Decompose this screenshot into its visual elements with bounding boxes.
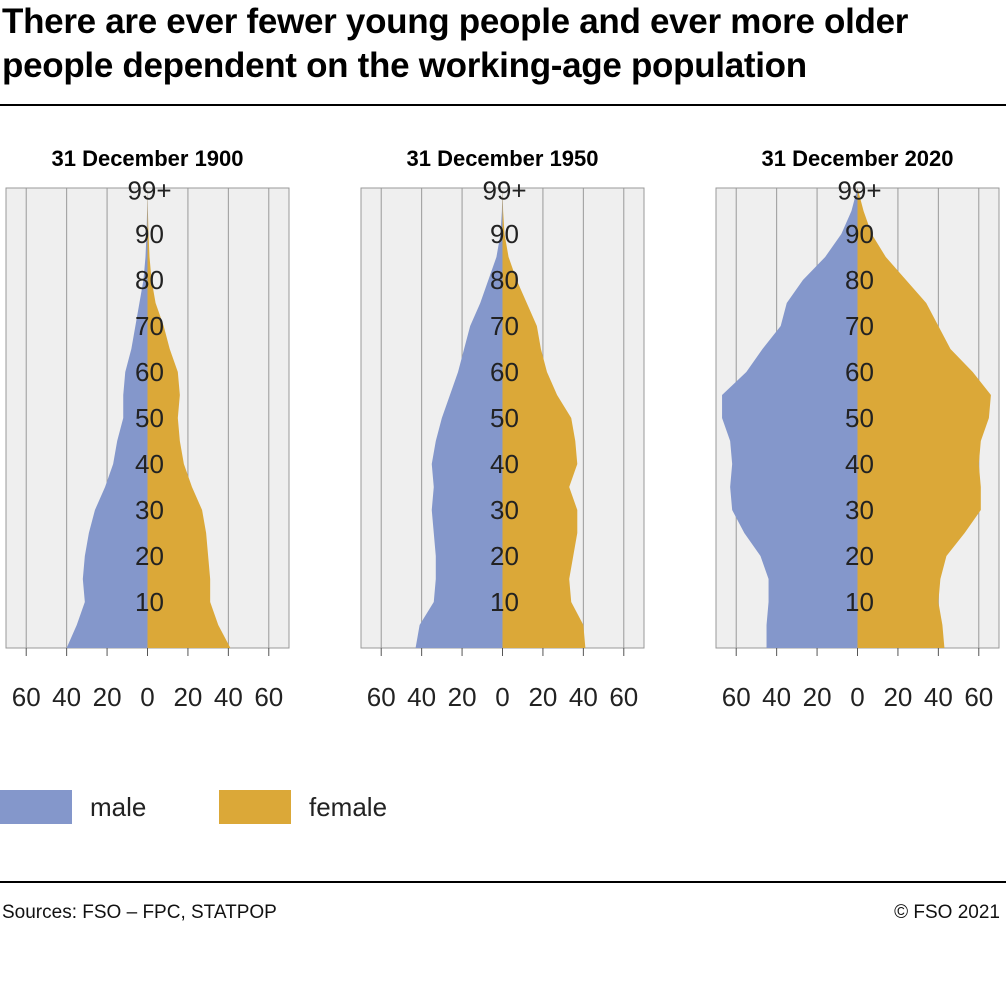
male-area-3 (722, 188, 858, 648)
legend-label-male: male (90, 791, 147, 822)
panel-title-3: 31 December 2020 (761, 146, 953, 171)
x-tick-label-3-5: 40 (924, 682, 953, 712)
male-area-2 (415, 188, 503, 648)
female-area-2 (502, 188, 586, 648)
age-label-1-8: 20 (135, 541, 164, 571)
male-area-1 (66, 188, 148, 648)
age-label-1-6: 40 (135, 449, 164, 479)
age-label-1-2: 80 (135, 265, 164, 295)
age-label-1-9: 10 (135, 587, 164, 617)
x-tick-label-1-3: 0 (140, 682, 154, 712)
age-label-2-7: 30 (490, 495, 519, 525)
age-label-2-4: 60 (490, 357, 519, 387)
age-label-3-2: 80 (845, 265, 874, 295)
age-label-3-3: 70 (845, 311, 874, 341)
age-label-2-6: 40 (490, 449, 519, 479)
age-label-1-0: 99+ (127, 175, 171, 205)
x-tick-label-1-2: 20 (93, 682, 122, 712)
legend-label-female: female (309, 791, 388, 822)
copyright-note: © FSO 2021 (894, 902, 1000, 923)
age-label-3-9: 10 (845, 587, 874, 617)
legend-item-male: male (0, 790, 146, 824)
x-tick-label-2-4: 20 (528, 682, 557, 712)
age-label-1-7: 30 (135, 495, 164, 525)
age-label-1-1: 90 (135, 219, 164, 249)
female-area-1 (147, 188, 231, 648)
age-label-2-9: 10 (490, 587, 519, 617)
chart-title: There are ever fewer young people and ev… (2, 2, 909, 85)
age-label-2-8: 20 (490, 541, 519, 571)
legend-swatch-female (219, 790, 291, 824)
x-tick-label-3-6: 60 (964, 682, 993, 712)
x-tick-label-1-1: 40 (52, 682, 81, 712)
title-rule (0, 104, 1006, 106)
age-label-1-5: 50 (135, 403, 164, 433)
age-label-2-1: 90 (490, 219, 519, 249)
age-label-3-6: 40 (845, 449, 874, 479)
source-note: Sources: FSO – FPC, STATPOP (2, 902, 277, 923)
x-tick-label-1-5: 40 (214, 682, 243, 712)
population-pyramids: 31 December 1900 60 40 20 0 20 40 60 99+ 90 80 70 60… (5, 146, 1000, 712)
panel-title-2: 31 December 1950 (406, 146, 598, 171)
age-label-3-5: 50 (845, 403, 874, 433)
legend-swatch-male (0, 790, 72, 824)
age-label-2-2: 80 (490, 265, 519, 295)
legend-item-female: female (219, 790, 387, 824)
age-label-3-7: 30 (845, 495, 874, 525)
female-area-3 (857, 188, 991, 648)
age-label-3-8: 20 (845, 541, 874, 571)
age-label-3-1: 90 (845, 219, 874, 249)
x-tick-label-1-0: 60 (12, 682, 41, 712)
x-tick-label-3-1: 40 (762, 682, 791, 712)
x-tick-label-2-3: 0 (495, 682, 509, 712)
x-tick-label-1-4: 20 (173, 682, 202, 712)
age-label-1-4: 60 (135, 357, 164, 387)
panel-title-1: 31 December 1900 (51, 146, 243, 171)
x-tick-label-2-2: 20 (448, 682, 477, 712)
age-label-3-0: 99+ (837, 175, 881, 205)
age-label-1-3: 70 (135, 311, 164, 341)
x-tick-label-2-0: 60 (367, 682, 396, 712)
age-label-2-5: 50 (490, 403, 519, 433)
x-tick-label-3-2: 20 (803, 682, 832, 712)
x-tick-label-3-3: 0 (850, 682, 864, 712)
footer-rule (0, 881, 1006, 883)
x-tick-label-2-5: 40 (569, 682, 598, 712)
age-label-3-4: 60 (845, 357, 874, 387)
age-label-2-0: 99+ (482, 175, 526, 205)
age-label-2-3: 70 (490, 311, 519, 341)
x-tick-label-1-6: 60 (254, 682, 283, 712)
x-tick-label-3-0: 60 (722, 682, 751, 712)
x-tick-label-2-1: 40 (407, 682, 436, 712)
x-tick-label-2-6: 60 (609, 682, 638, 712)
x-tick-label-3-4: 20 (883, 682, 912, 712)
